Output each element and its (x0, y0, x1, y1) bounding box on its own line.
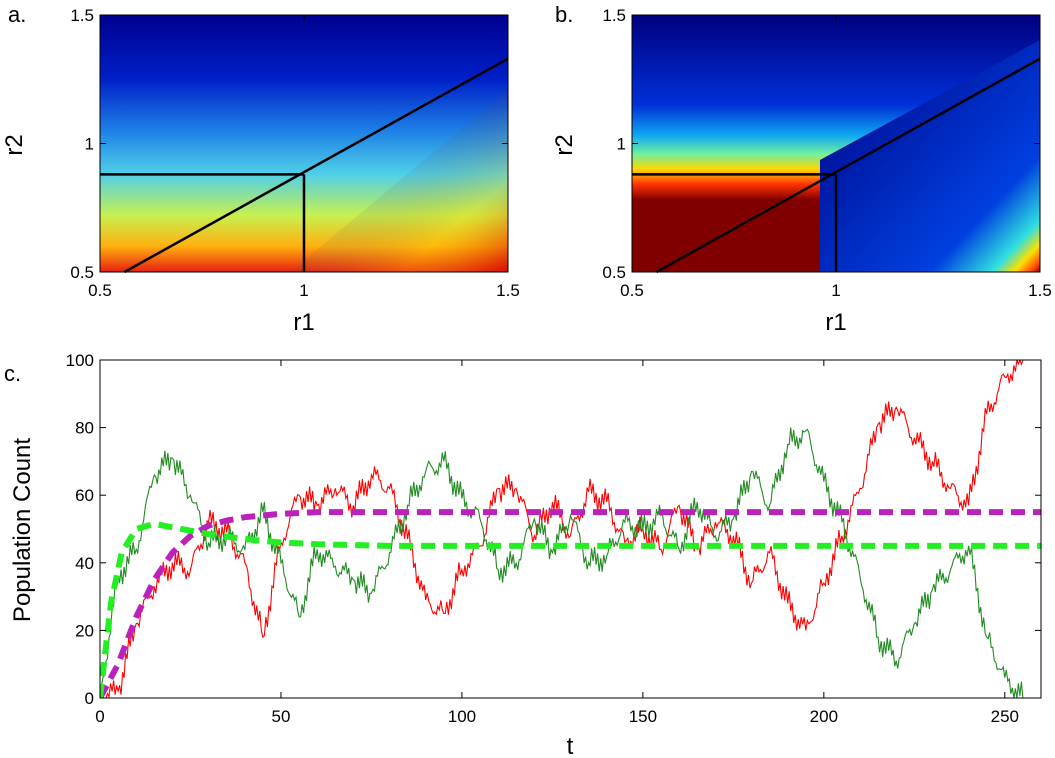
y-tick-label: 40 (75, 554, 94, 573)
x-tick-label: 0 (95, 707, 104, 726)
panel-c-xlabel: t (567, 733, 574, 758)
panel-c-ticks: 0 50 100 150 200 250 0 20 40 60 80 100 (66, 351, 1041, 726)
y-tick-label: 0 (85, 689, 94, 708)
y-tick-label: 60 (75, 486, 94, 505)
y-tick-label: 80 (75, 419, 94, 438)
x-tick-label: 1.5 (1028, 281, 1052, 300)
panel-b-label: b. (555, 2, 573, 27)
y-tick-label: 0.5 (602, 263, 626, 282)
panel-b-xlabel: r1 (825, 309, 846, 336)
panel-a: a. 0.5 1 1.5 0.5 1 1.5 r1 r2 (1, 2, 520, 336)
y-tick-label: 0.5 (70, 263, 94, 282)
y-tick-label: 1.5 (70, 6, 94, 25)
x-tick-label: 1 (831, 281, 840, 300)
panel-c-frame (99, 359, 1042, 699)
panel-b-ticks: 0.5 1 1.5 0.5 1 1.5 (602, 6, 1051, 300)
x-tick-label: 200 (810, 707, 838, 726)
panel-c: c. 0 50 100 150 200 250 0 20 40 60 80 100 t Populat… (4, 351, 1042, 758)
panel-b: b. 0.5 1 1.5 0.5 1 1.5 r1 r2 (551, 2, 1052, 336)
x-tick-label: 150 (629, 707, 657, 726)
x-tick-label: 50 (272, 707, 291, 726)
panel-a-xlabel: r1 (293, 309, 314, 336)
x-tick-label: 0.5 (620, 281, 644, 300)
x-tick-label: 100 (448, 707, 476, 726)
panel-c-ylabel: Population Count (9, 438, 36, 622)
x-tick-label: 250 (991, 707, 1019, 726)
panel-a-overlay (100, 57, 509, 274)
panel-c-label: c. (4, 361, 21, 386)
panel-a-label: a. (8, 2, 26, 27)
panel-b-overlay (632, 57, 1041, 274)
series-line-2 (100, 509, 1041, 698)
y-tick-label: 100 (66, 351, 94, 370)
x-tick-label: 1.5 (496, 281, 520, 300)
y-tick-label: 20 (75, 621, 94, 640)
panel-a-ticks: 0.5 1 1.5 0.5 1 1.5 (70, 6, 519, 300)
panel-c-series (100, 360, 1041, 698)
x-tick-label: 1 (299, 281, 308, 300)
y-tick-label: 1.5 (602, 6, 626, 25)
x-tick-label: 0.5 (88, 281, 112, 300)
heatmap-b-diagonal-field (820, 40, 1040, 272)
heatmap-a-diagonal-field (290, 90, 508, 272)
overlay-line (655, 57, 1041, 274)
panel-b-ylabel: r2 (551, 134, 578, 155)
panel-b-heatmap (632, 15, 1040, 272)
y-tick-label: 1 (617, 135, 626, 154)
overlay-line (123, 57, 509, 274)
series-line-3 (100, 520, 1041, 698)
y-tick-label: 1 (85, 135, 94, 154)
panel-a-ylabel: r2 (1, 134, 28, 155)
